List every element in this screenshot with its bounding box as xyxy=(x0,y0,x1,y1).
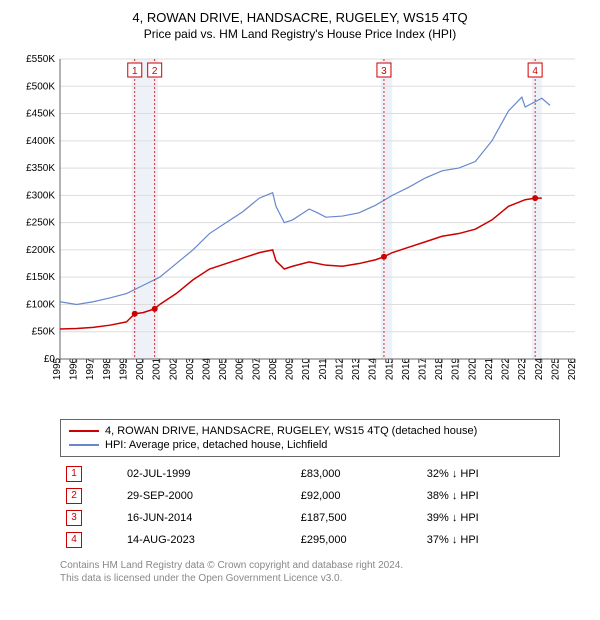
x-axis-label: 2026 xyxy=(567,357,578,380)
title-block: 4, ROWAN DRIVE, HANDSACRE, RUGELEY, WS15… xyxy=(10,10,590,41)
x-axis-label: 2011 xyxy=(318,358,329,380)
x-axis-label: 2002 xyxy=(168,357,179,380)
x-axis-label: 1995 xyxy=(52,357,63,380)
sale-marker-number: 4 xyxy=(532,66,538,77)
sales-row: 2 29-SEP-2000£92,00038% ↓ HPI xyxy=(60,485,560,507)
sale-date-cell: 14-AUG-2023 xyxy=(121,529,295,551)
sale-num-cell: 2 xyxy=(60,485,121,507)
sale-marker-number: 3 xyxy=(381,66,387,77)
x-axis-label: 2017 xyxy=(417,357,428,380)
sales-row: 4 14-AUG-2023£295,00037% ↓ HPI xyxy=(60,529,560,551)
x-axis-label: 2008 xyxy=(268,357,279,380)
x-axis-label: 2004 xyxy=(202,357,213,380)
sale-marker-number: 2 xyxy=(152,66,158,77)
y-axis-label: £450K xyxy=(26,109,55,120)
sale-price-cell: £295,000 xyxy=(295,529,421,551)
legend-item: HPI: Average price, detached house, Lich… xyxy=(69,438,551,452)
x-axis-label: 1996 xyxy=(69,357,80,380)
y-axis-label: £200K xyxy=(26,245,55,256)
sale-marker-dot xyxy=(532,195,538,201)
chart-plot-area: £0£50K£100K£150K£200K£250K£300K£350K£400… xyxy=(10,49,590,409)
x-axis-label: 2019 xyxy=(451,357,462,380)
x-axis-label: 2016 xyxy=(401,357,412,380)
chart-subtitle: Price paid vs. HM Land Registry's House … xyxy=(10,27,590,41)
x-axis-label: 2024 xyxy=(534,357,545,380)
x-axis-label: 2010 xyxy=(301,357,312,380)
sale-marker-dot xyxy=(132,311,138,317)
legend-item: 4, ROWAN DRIVE, HANDSACRE, RUGELEY, WS15… xyxy=(69,424,551,438)
x-axis-label: 2013 xyxy=(351,357,362,380)
y-axis-label: £550K xyxy=(26,54,55,65)
sale-num-cell: 4 xyxy=(60,529,121,551)
x-axis-label: 2001 xyxy=(152,357,163,380)
sale-date-cell: 02-JUL-1999 xyxy=(121,463,295,485)
x-axis-label: 2000 xyxy=(135,357,146,380)
y-axis-label: £50K xyxy=(32,327,56,338)
sale-date-cell: 29-SEP-2000 xyxy=(121,485,295,507)
y-axis-label: £300K xyxy=(26,190,55,201)
y-axis-label: £100K xyxy=(26,299,55,310)
x-axis-label: 2005 xyxy=(218,357,229,380)
legend-swatch xyxy=(69,430,99,432)
x-axis-label: 2009 xyxy=(285,357,296,380)
x-axis-label: 1998 xyxy=(102,357,113,380)
y-axis-label: £250K xyxy=(26,218,55,229)
x-axis-label: 2003 xyxy=(185,357,196,380)
x-axis-label: 1999 xyxy=(118,357,129,380)
y-axis-label: £500K xyxy=(26,81,55,92)
sale-price-cell: £92,000 xyxy=(295,485,421,507)
x-axis-label: 2006 xyxy=(235,357,246,380)
x-axis-label: 2012 xyxy=(334,357,345,380)
x-axis-label: 2021 xyxy=(484,357,495,380)
sale-num-cell: 1 xyxy=(60,463,121,485)
x-axis-label: 1997 xyxy=(85,357,96,380)
y-axis-label: £150K xyxy=(26,272,55,283)
y-axis-label: £400K xyxy=(26,136,55,147)
sale-marker-dot xyxy=(152,306,158,312)
footer-attribution: Contains HM Land Registry data © Crown c… xyxy=(60,559,560,585)
sale-diff-cell: 37% ↓ HPI xyxy=(421,529,560,551)
legend-label: HPI: Average price, detached house, Lich… xyxy=(105,439,327,451)
legend-swatch xyxy=(69,444,99,446)
sales-row: 1 02-JUL-1999£83,00032% ↓ HPI xyxy=(60,463,560,485)
x-axis-label: 2022 xyxy=(501,357,512,380)
chart-svg: £0£50K£100K£150K£200K£250K£300K£350K£400… xyxy=(10,49,590,409)
sale-price-cell: £83,000 xyxy=(295,463,421,485)
sale-marker-dot xyxy=(381,254,387,260)
sale-number-badge: 1 xyxy=(66,466,82,482)
sale-diff-cell: 38% ↓ HPI xyxy=(421,485,560,507)
sale-marker-number: 1 xyxy=(132,66,138,77)
sale-price-cell: £187,500 xyxy=(295,507,421,529)
y-axis-label: £350K xyxy=(26,163,55,174)
x-axis-label: 2014 xyxy=(368,357,379,380)
sale-diff-cell: 39% ↓ HPI xyxy=(421,507,560,529)
legend-label: 4, ROWAN DRIVE, HANDSACRE, RUGELEY, WS15… xyxy=(105,425,477,437)
footer-line-1: Contains HM Land Registry data © Crown c… xyxy=(60,559,560,572)
chart-title: 4, ROWAN DRIVE, HANDSACRE, RUGELEY, WS15… xyxy=(10,10,590,25)
sale-number-badge: 4 xyxy=(66,532,82,548)
x-axis-label: 2023 xyxy=(517,357,528,380)
sale-number-badge: 2 xyxy=(66,488,82,504)
sale-number-badge: 3 xyxy=(66,510,82,526)
sale-diff-cell: 32% ↓ HPI xyxy=(421,463,560,485)
sale-date-cell: 16-JUN-2014 xyxy=(121,507,295,529)
sales-row: 3 16-JUN-2014£187,50039% ↓ HPI xyxy=(60,507,560,529)
x-axis-label: 2007 xyxy=(251,357,262,380)
x-axis-label: 2018 xyxy=(434,357,445,380)
sale-num-cell: 3 xyxy=(60,507,121,529)
x-axis-label: 2015 xyxy=(384,357,395,380)
legend: 4, ROWAN DRIVE, HANDSACRE, RUGELEY, WS15… xyxy=(60,419,560,457)
chart-container: 4, ROWAN DRIVE, HANDSACRE, RUGELEY, WS15… xyxy=(10,10,590,585)
x-axis-label: 2020 xyxy=(467,357,478,380)
x-axis-label: 2025 xyxy=(550,357,561,380)
footer-line-2: This data is licensed under the Open Gov… xyxy=(60,572,560,585)
sales-table: 1 02-JUL-1999£83,00032% ↓ HPI 2 29-SEP-2000… xyxy=(60,463,560,551)
